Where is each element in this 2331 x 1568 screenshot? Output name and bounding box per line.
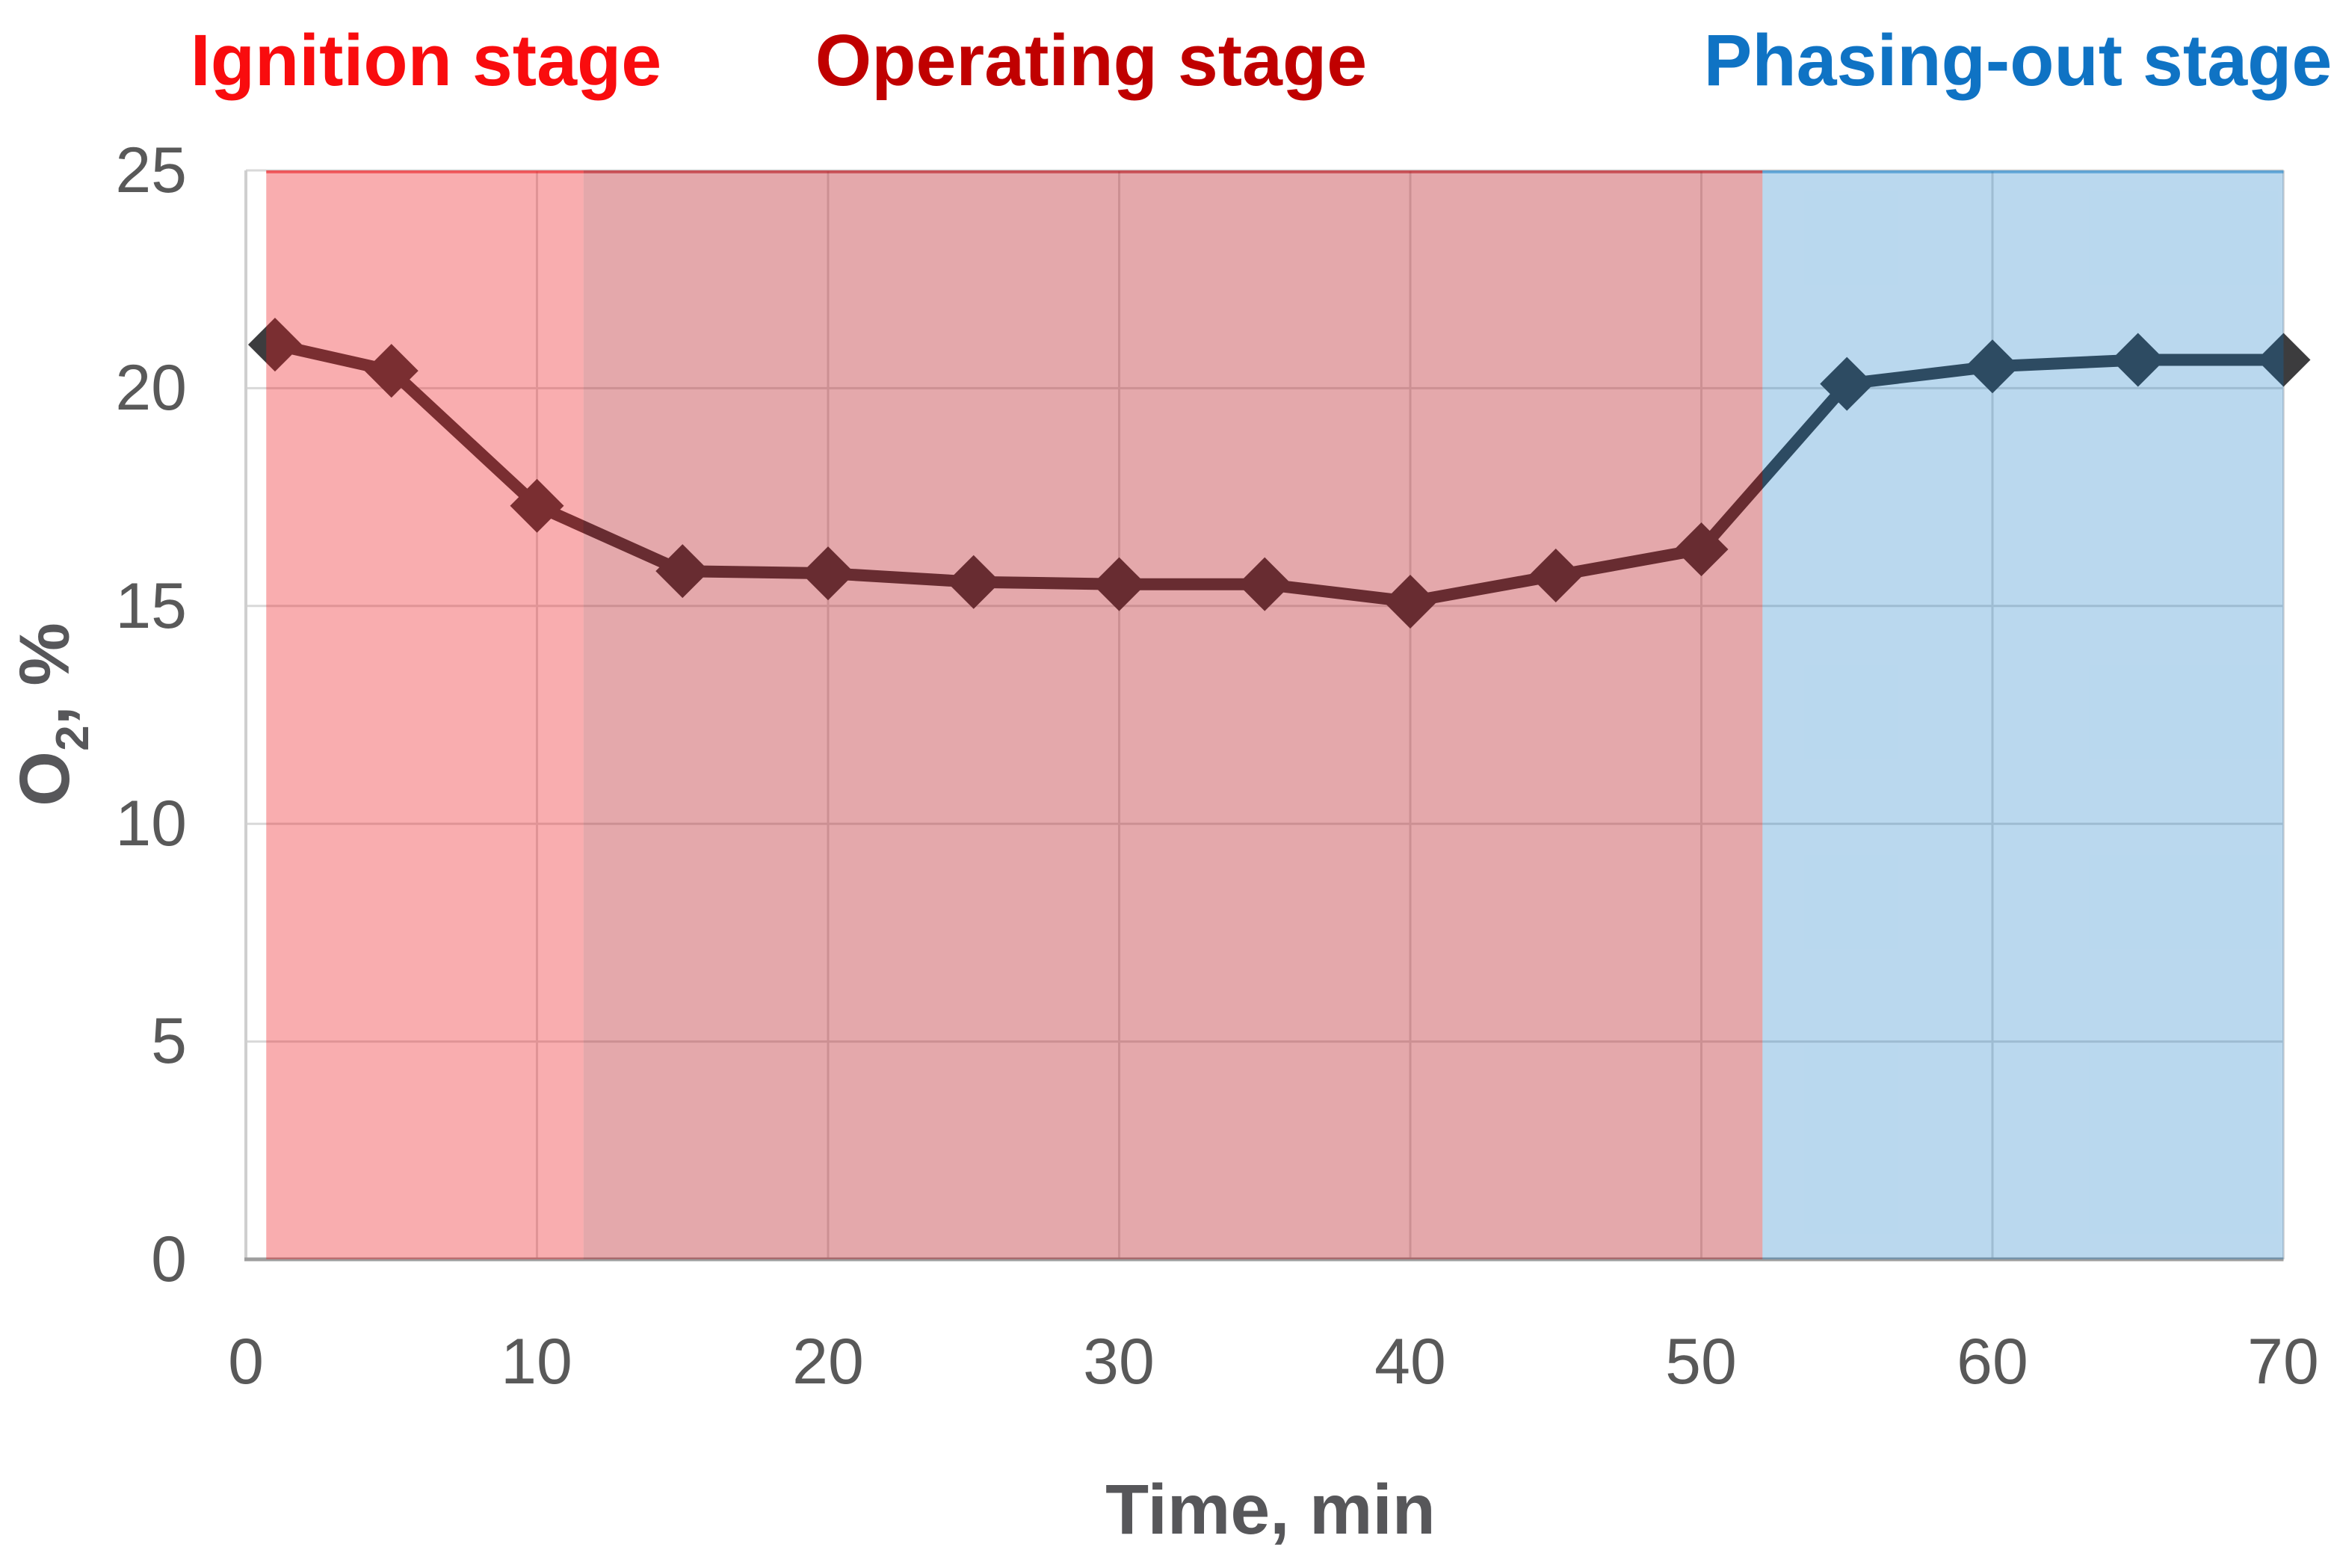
stage-region-overlay (583, 170, 1763, 1259)
data-point-marker (1383, 574, 1437, 629)
y-tick-label: 20 (115, 352, 187, 424)
x-tick-label: 40 (1374, 1326, 1446, 1398)
data-point-marker (1092, 557, 1146, 611)
y-axis-title-rest: , % (5, 623, 84, 726)
data-point-marker (946, 555, 1001, 609)
data-point-marker (1820, 356, 1874, 411)
data-point-marker (2111, 333, 2165, 387)
y-tick-label: 15 (115, 570, 187, 642)
stage-label-phasing-out: Phasing-out stage (1703, 19, 2331, 101)
y-axis-title-subscript: 2 (47, 725, 99, 751)
stage-label-ignition: Ignition stage (190, 19, 662, 101)
x-tick-label: 30 (1083, 1326, 1155, 1398)
y-tick-label: 5 (151, 1005, 187, 1077)
data-point-marker (364, 344, 419, 398)
data-point-marker (247, 318, 302, 372)
stage-region-overlay (266, 170, 584, 1259)
x-tick-label: 20 (792, 1326, 864, 1398)
x-axis-title: Time, min (1105, 1470, 1436, 1549)
x-tick-label: 50 (1665, 1326, 1737, 1398)
data-point-marker (510, 478, 564, 533)
y-tick-label: 25 (115, 135, 187, 206)
y-axis-title: O2, % (0, 416, 99, 1013)
x-tick-label: 70 (2247, 1326, 2319, 1398)
stage-label-operating: Operating stage (815, 19, 1368, 101)
data-point-marker (2256, 333, 2311, 387)
x-tick-label: 10 (501, 1326, 572, 1398)
y-axis-title-base: O (5, 750, 84, 806)
data-point-marker (1966, 339, 2019, 394)
x-tick-label: 0 (228, 1326, 264, 1398)
stage-region-overlay (1762, 170, 2284, 1259)
data-point-marker (1238, 557, 1292, 611)
x-tick-label: 60 (1957, 1326, 2028, 1398)
data-point-marker (801, 546, 855, 601)
y-tick-label: 0 (151, 1223, 187, 1295)
y-tick-label: 10 (115, 788, 187, 859)
data-point-marker (1674, 522, 1729, 577)
data-point-marker (655, 544, 710, 599)
data-point-marker (1528, 549, 1583, 603)
